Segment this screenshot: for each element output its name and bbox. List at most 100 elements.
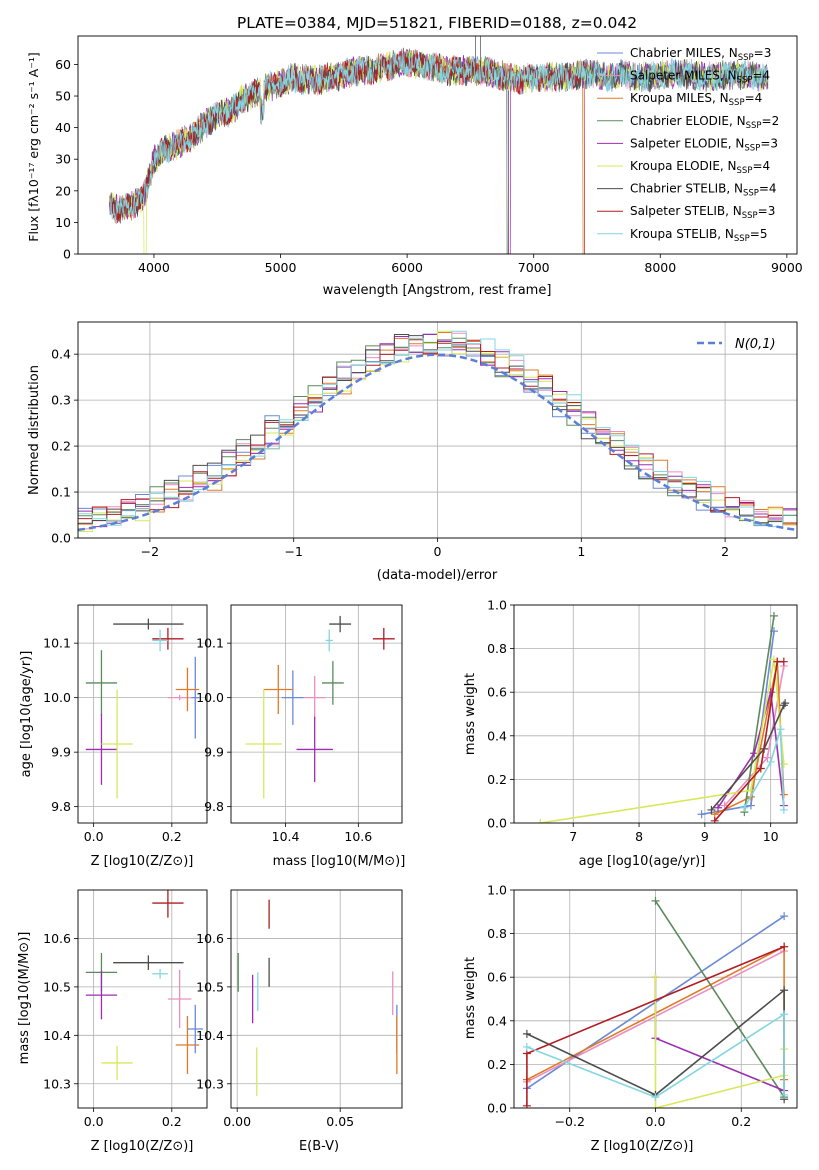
massweight-marker-chabrier-elodie [769,611,778,620]
y-tick-label: 0.2 [51,439,71,454]
y-tick-label: 0.8 [487,926,507,941]
massweight-line-chabrier-elodie [743,615,775,813]
axes-frame [230,889,403,1109]
massweight-marker-kroupa-stelib [740,803,749,812]
normal-legend-label: N(0,1) [735,337,776,352]
axes-frame [77,35,798,255]
massweight-marker-kroupa-stelib [522,1042,531,1051]
massweight-marker-chabrier-miles [746,801,755,810]
axes: −2 −1 0 1 2 0.0 0.1 0.2 0.3 0.4 [51,321,798,559]
massweight-line-chabrier-elodie [654,900,785,1098]
x-tick-label: 9000 [771,260,803,275]
x-tick-label: 5000 [265,260,297,275]
legend-label-chabrier-elodie: Chabrier ELODIE, NSSP=2 [630,114,779,131]
axes-frame [513,889,798,1109]
massweight-marker-chabrier-stelib [781,699,790,708]
x-tick-label: 0.0 [84,1114,104,1129]
x-tick-label: 10.4 [272,829,300,844]
massweight-line-chabrier-stelib [710,702,786,811]
legend-count: =4 [752,159,770,173]
errorbar-point-kroupa-miles [175,1015,200,1075]
x-tick-label: 7 [569,829,577,844]
spectrum-line-kroupa-stelib [109,50,769,224]
x-tick-label: 0.2 [162,829,182,844]
axes: −0.2 0.0 0.2 0.0 0.2 0.4 0.6 0.8 1.0 [487,883,798,1129]
errorbar-point-chabrier-miles [191,656,200,739]
y-tick-label: 10.1 [43,636,71,651]
x-tick-label: 0.0 [84,829,104,844]
massZ-ylabel: mass [log10(M/M⊙)] [17,932,32,1065]
legend-count: =3 [754,46,772,60]
y-tick-label: 9.8 [51,799,71,814]
axes: 7 8 9 10 0.0 0.2 0.4 0.6 0.8 1.0 [487,598,798,844]
data-layer [237,899,398,1096]
x-tick-label: 9 [701,829,709,844]
ageZ-xlabel: Z [log10(Z/Z⊙)] [91,854,194,869]
legend-subscript: SSP [737,166,753,176]
y-tick-label: 60 [55,57,71,72]
y-tick-label: 10.6 [196,931,224,946]
axes: 0.0 0.2 10.3 10.4 10.5 10.6 [43,889,208,1129]
histogram-salpeter-stelib [78,339,797,524]
y-tick-label: 0.1 [51,485,71,500]
legend-subscript: SSP [734,234,750,244]
y-tick-label: 1.0 [487,598,507,613]
legend-label-chabrier-stelib: Chabrier STELIB, NSSP=4 [630,182,777,199]
figure-title: PLATE=0384, MJD=51821, FIBERID=0188, z=0… [237,14,637,32]
errorbar-point-kroupa-elodie [245,689,282,799]
legend-label-salpeter-miles: Salpeter MILES, NSSP=4 [630,69,770,86]
massweight-marker-salpeter-stelib [779,657,788,666]
massweight-marker-kroupa-stelib [779,805,788,814]
y-tick-label: 10.5 [196,979,224,994]
legend-count: =3 [760,136,778,150]
x-tick-label: 7000 [518,260,550,275]
x-tick-label: 8000 [644,260,676,275]
x-tick-label: −2 [141,544,159,559]
grid [231,605,402,823]
massweight-marker-salpeter-stelib [756,764,765,773]
y-tick-label: 10.0 [196,690,224,705]
legend-count: =4 [745,91,763,105]
y-tick-label: 10 [55,215,71,230]
data-layer [85,618,200,799]
y-tick-label: 0.6 [487,685,507,700]
massweight-line-kroupa-elodie [540,659,785,823]
x-tick-label: 6000 [391,260,423,275]
y-tick-label: 0.3 [51,393,71,408]
y-tick-label: 0.4 [487,1013,507,1028]
errorbar-point-kroupa-stelib [325,629,333,652]
axes-frame [77,604,208,824]
y-tick-label: 0.2 [487,1057,507,1072]
massweight-marker-salpeter-stelib [780,942,789,951]
errorbar-point-salpeter-miles [303,675,326,720]
massweight-marker-kroupa-stelib [651,1093,660,1102]
errorbar-point-kroupa-miles [263,664,293,714]
x-tick-label: 10 [763,829,779,844]
errorbar-point-salpeter-elodie [85,970,118,1020]
legend-count: =2 [762,114,780,128]
x-tick-label: 2 [721,544,729,559]
x-tick-label: 0.0 [646,1114,666,1129]
massweight-marker-kroupa-stelib [766,757,775,766]
errorbar-point-kroupa-stelib [152,629,168,652]
mwage-ylabel: mass weight [463,673,478,755]
x-tick-label: 0.2 [731,1114,751,1129]
y-tick-label: 0.0 [51,531,71,546]
y-tick-label: 0.2 [487,772,507,787]
axes-frame [77,321,798,539]
data-layer [522,896,789,1108]
legend-count: =5 [750,227,768,241]
massweight-marker-chabrier-stelib [780,986,789,995]
massweight-marker-kroupa-stelib [776,725,785,734]
x-tick-label: 1 [577,544,585,559]
massweight-vs-age-panel: 7 8 9 10 0.0 0.2 0.4 0.6 0.8 1.0 age [log10(age/y… [463,598,798,869]
massweight-line-kroupa-stelib [526,1012,785,1098]
massweight-marker-kroupa-stelib [780,1090,789,1099]
data-layer [78,330,797,532]
errorbar-point-kroupa-stelib [152,968,168,979]
mwZ-ylabel: mass weight [463,957,478,1039]
x-tick-label: 0.05 [326,1114,354,1129]
errorbar-point-chabrier-miles [281,670,304,725]
x-tick-label: 8 [635,829,643,844]
legend-label-kroupa-miles: Kroupa MILES, NSSP=4 [630,91,762,108]
